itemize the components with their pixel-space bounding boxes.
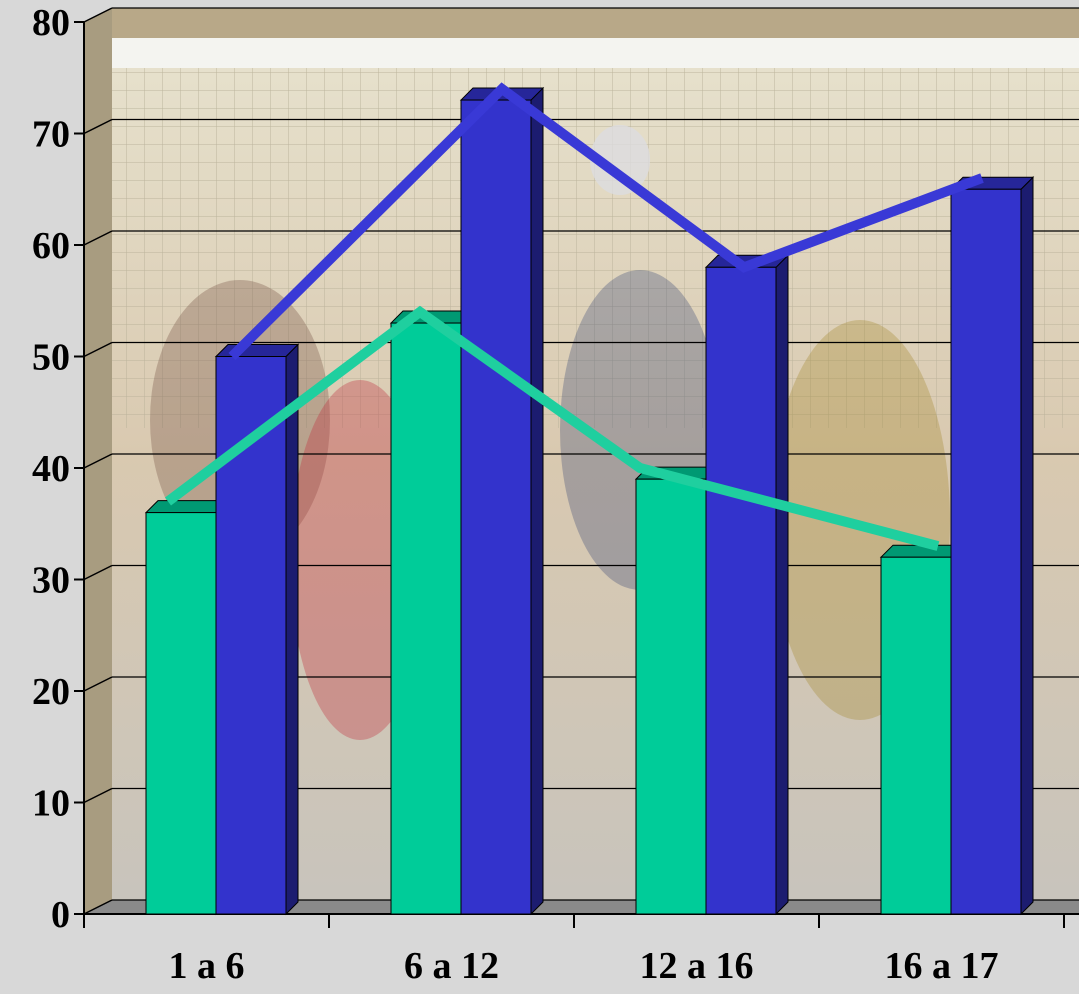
gridline-diagonal [83,341,113,358]
bar [635,478,707,915]
y-tick-label: 0 [51,894,70,936]
x-tick-label: 16 a 17 [885,945,999,987]
gridline-diagonal [83,453,113,469]
bar [145,512,217,915]
bar-side [1020,176,1034,916]
y-axis-ticks: 0 10 20 30 40 50 60 70 80 [32,2,84,936]
gridline-diagonal [83,230,113,246]
bar-side [775,254,789,916]
gridline-diagonal [83,118,113,135]
y-tick-label: 20 [32,671,70,713]
y-tick-label: 60 [32,225,70,267]
series-line [228,82,984,361]
bar [950,188,1022,915]
bar-top [214,344,300,357]
series-line [164,305,940,551]
bar [215,356,287,915]
bar [460,99,532,915]
line-marks [164,82,984,551]
bar [705,266,777,915]
x-tick-label: 1 a 6 [169,945,245,987]
gridline-diagonal [83,676,113,692]
y-tick-label: 70 [32,114,70,156]
gridline-diagonal [83,899,113,915]
gridline-diagonal [83,564,113,581]
y-tick-label: 80 [32,2,70,44]
bar [390,322,462,915]
gridline-diagonal [83,7,113,23]
x-axis-labels: 1 a 6 6 a 12 12 a 16 16 a 17 [83,914,1065,987]
x-tick-label: 12 a 16 [640,945,754,987]
y-tick-label: 30 [32,560,70,602]
gridline-diagonal [83,787,113,804]
bar [880,556,952,915]
x-tick-label: 6 a 12 [404,945,499,987]
y-tick-label: 40 [32,448,70,490]
plot-floor [84,900,1079,914]
bar-side [530,86,544,916]
bar-side [285,343,299,916]
y-tick-label: 50 [32,337,70,379]
y-tick-label: 10 [32,783,70,825]
